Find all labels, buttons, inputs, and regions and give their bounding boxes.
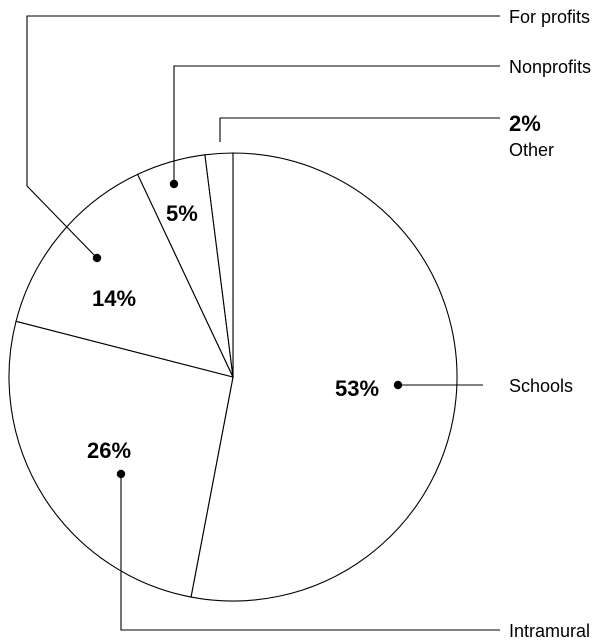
leader-dot-nonprofits xyxy=(169,179,179,189)
pie-slice-schools xyxy=(190,152,458,602)
pct-label-schools: 53% xyxy=(335,376,379,401)
leader-dot-intramural xyxy=(116,469,126,479)
leader-dot-for-profits xyxy=(92,253,102,263)
pie-slice-other xyxy=(204,152,234,378)
leader-dot-schools xyxy=(393,380,403,390)
pct-label-intramural: 26% xyxy=(87,438,131,463)
leader-line-nonprofits xyxy=(173,65,500,184)
pie-slice-for-profits xyxy=(15,173,234,378)
category-label-for-profits: For profits xyxy=(509,7,590,27)
pie-slice-intramural xyxy=(8,320,234,598)
leader-line-other xyxy=(219,117,500,142)
leader-line-intramural xyxy=(120,474,500,631)
pct-label-nonprofits: 5% xyxy=(166,201,198,226)
pct-label-other: 2% xyxy=(509,111,541,136)
category-label-nonprofits: Nonprofits xyxy=(509,57,591,77)
category-label-schools: Schools xyxy=(509,376,573,396)
pct-label-for-profits: 14% xyxy=(92,286,136,311)
category-label-other: Other xyxy=(509,140,554,160)
category-label-intramural: Intramural xyxy=(509,621,590,641)
pie-slices xyxy=(8,152,458,602)
leader-line-for-profits xyxy=(26,15,500,259)
